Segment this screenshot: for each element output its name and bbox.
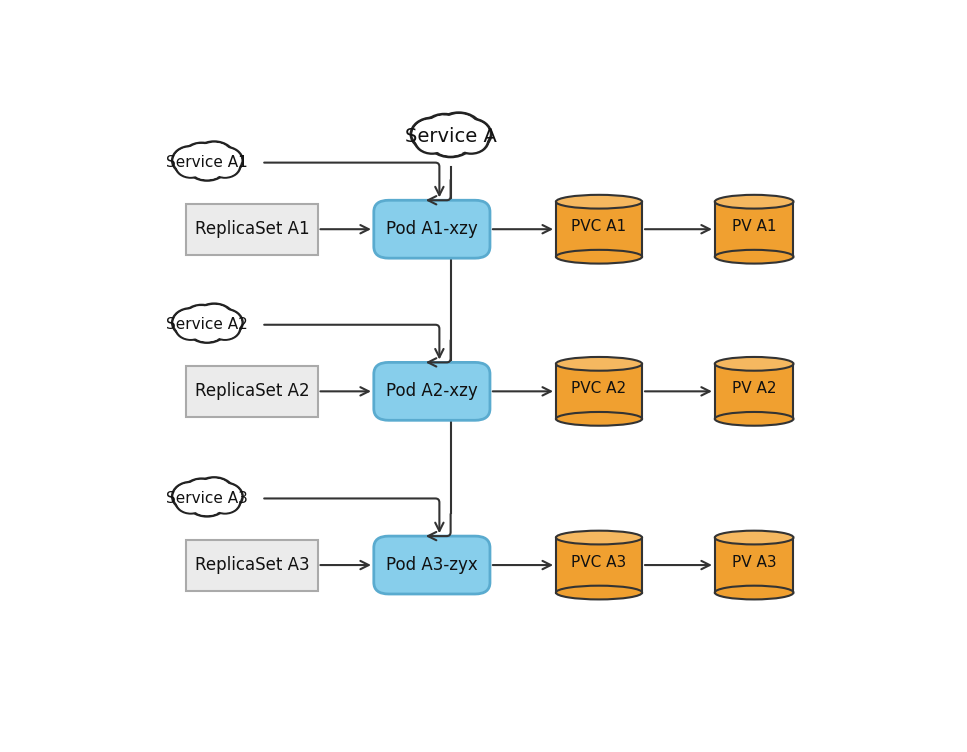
Circle shape [196,305,232,333]
Circle shape [172,482,209,511]
Bar [556,538,642,593]
Circle shape [182,305,221,335]
Text: PV A2: PV A2 [732,381,777,396]
Circle shape [174,148,207,173]
Circle shape [417,129,448,152]
Circle shape [454,120,488,148]
Ellipse shape [715,250,794,264]
Circle shape [193,141,235,173]
Bar [715,364,794,419]
Circle shape [177,156,204,176]
Bar [556,364,642,419]
Circle shape [189,311,226,341]
Circle shape [172,146,209,175]
Circle shape [193,304,235,335]
Circle shape [185,481,219,507]
Circle shape [210,490,240,514]
Text: Pod A2-xzy: Pod A2-xzy [386,382,478,400]
Ellipse shape [715,412,794,426]
Text: Service A: Service A [404,127,497,146]
Circle shape [210,154,240,177]
Circle shape [172,308,209,337]
Ellipse shape [556,250,642,264]
Text: Service A2: Service A2 [166,317,248,332]
FancyBboxPatch shape [374,536,490,594]
Bar [715,202,794,256]
Circle shape [210,316,240,340]
Circle shape [429,121,472,155]
Text: ReplicaSet A2: ReplicaSet A2 [194,382,309,400]
Circle shape [186,309,228,343]
FancyBboxPatch shape [374,362,490,420]
Circle shape [186,483,228,517]
Text: PVC A2: PVC A2 [571,381,627,396]
Circle shape [212,317,239,338]
Circle shape [454,126,488,153]
Circle shape [438,115,480,147]
Circle shape [196,144,232,171]
Circle shape [189,485,226,514]
Ellipse shape [715,586,794,599]
Text: ReplicaSet A3: ReplicaSet A3 [194,556,309,574]
Circle shape [423,114,467,149]
Circle shape [174,310,207,335]
Circle shape [207,147,243,174]
Bar [187,540,317,590]
Text: Pod A3-zyx: Pod A3-zyx [386,556,478,574]
Circle shape [175,316,206,340]
Text: ReplicaSet A1: ReplicaSet A1 [194,220,309,238]
Circle shape [185,144,219,171]
Circle shape [177,317,204,338]
Ellipse shape [556,412,642,426]
Bar [715,538,794,593]
Ellipse shape [556,195,642,208]
Circle shape [196,479,232,507]
Circle shape [415,126,450,153]
Circle shape [426,119,475,157]
Circle shape [174,484,207,509]
Circle shape [175,490,206,514]
Circle shape [175,154,206,177]
Ellipse shape [556,586,642,599]
Text: Service A3: Service A3 [166,491,248,506]
Circle shape [210,484,241,508]
Circle shape [210,149,241,172]
Circle shape [193,478,235,509]
Circle shape [177,491,204,512]
Circle shape [207,483,243,510]
Circle shape [411,118,454,150]
Circle shape [212,491,239,512]
Text: PV A1: PV A1 [732,219,777,234]
Circle shape [451,119,491,150]
Bar [556,202,642,256]
Circle shape [425,117,464,147]
Circle shape [182,143,221,173]
Text: PVC A1: PVC A1 [571,219,627,234]
Circle shape [189,150,226,178]
Circle shape [185,307,219,333]
Circle shape [182,479,221,509]
Text: PV A3: PV A3 [732,555,777,570]
Text: Pod A1-xzy: Pod A1-xzy [386,220,478,238]
Circle shape [435,113,482,149]
Circle shape [207,309,243,336]
Bar [187,204,317,255]
Bar [187,366,317,417]
Circle shape [212,156,239,176]
Ellipse shape [715,531,794,544]
Circle shape [414,120,451,149]
Circle shape [210,311,241,335]
Text: Service A1: Service A1 [166,155,248,170]
Ellipse shape [556,357,642,371]
FancyBboxPatch shape [374,200,490,258]
Circle shape [186,147,228,180]
Ellipse shape [715,195,794,208]
Text: PVC A3: PVC A3 [571,555,627,570]
Ellipse shape [715,357,794,371]
Ellipse shape [556,531,642,544]
Circle shape [455,129,486,152]
